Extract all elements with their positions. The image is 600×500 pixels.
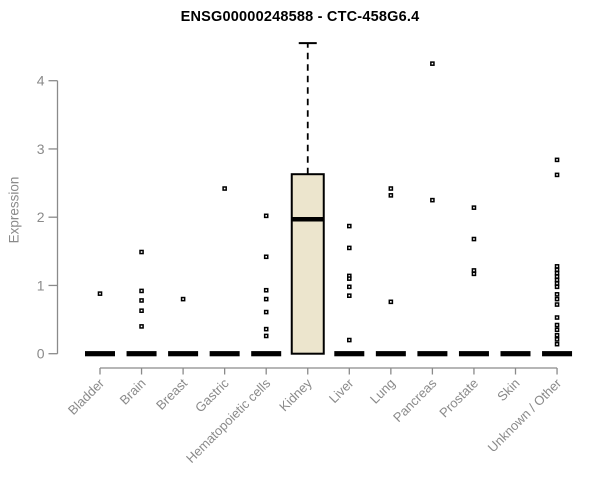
y-tick-label: 2 [37,209,45,225]
boxplot-kidney [290,42,325,355]
x-tick-label: Brain [117,376,149,408]
boxplot-unknown-other [542,157,573,357]
boxplot-gastric [209,186,240,357]
x-tick-label: Liver [326,375,357,406]
boxplot-bladder [85,291,115,357]
y-tick-label: 4 [37,73,45,89]
x-tick-label: Skin [494,376,522,404]
y-axis: 0 1 2 3 4 [37,73,59,362]
x-tick-label: Prostate [436,376,481,421]
boxplot-prostate [458,205,489,357]
boxplot-liver [334,223,365,357]
boxplot-skin [500,351,531,357]
x-tick-label: Lung [367,376,398,407]
x-tick-label: Pancreas [390,375,440,425]
x-tick-label: Breast [153,375,190,412]
boxplot-hematopoietic-cells [251,213,282,357]
y-tick-label: 0 [37,346,45,362]
boxplot-lung [375,186,406,357]
y-tick-label: 1 [37,277,45,293]
x-tick-label: Unknown / Other [485,375,565,455]
x-tick-label: Gastric [192,375,232,415]
chart-title: ENSG00000248588 - CTC-458G6.4 [180,9,420,25]
x-tick-label: Kidney [276,375,315,414]
boxplot-breast [168,296,199,357]
boxplot-pancreas [417,61,448,357]
x-tick-label: Bladder [65,375,108,418]
y-tick-label: 3 [37,141,45,157]
boxplot-brain [126,249,157,357]
